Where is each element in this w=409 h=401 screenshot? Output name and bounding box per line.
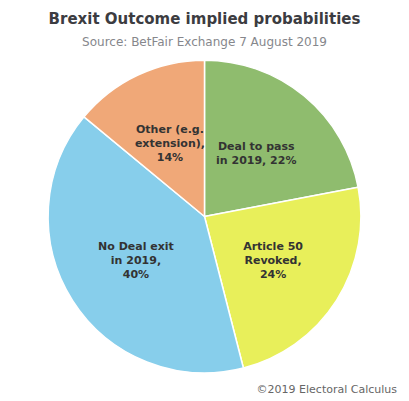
svg-text:Other (e.g.: Other (e.g. bbox=[136, 123, 204, 136]
svg-text:in 2019, 22%: in 2019, 22% bbox=[216, 154, 296, 167]
svg-text:in 2019,: in 2019, bbox=[111, 254, 161, 267]
svg-text:40%: 40% bbox=[123, 268, 149, 281]
svg-text:Source: BetFair Exchange 7 Aug: Source: BetFair Exchange 7 August 2019 bbox=[82, 35, 327, 49]
svg-text:Revoked,: Revoked, bbox=[244, 254, 301, 267]
svg-text:Brexit Outcome implied probabi: Brexit Outcome implied probabilities bbox=[49, 10, 361, 28]
svg-text:14%: 14% bbox=[157, 151, 183, 164]
svg-text:Article 50: Article 50 bbox=[243, 240, 303, 253]
svg-text:Deal to pass: Deal to pass bbox=[218, 140, 295, 153]
svg-text:extension),: extension), bbox=[135, 137, 205, 150]
svg-text:No Deal exit: No Deal exit bbox=[98, 240, 174, 253]
svg-text:©2019 Electoral Calculus: ©2019 Electoral Calculus bbox=[257, 383, 398, 396]
svg-text:24%: 24% bbox=[260, 268, 286, 281]
